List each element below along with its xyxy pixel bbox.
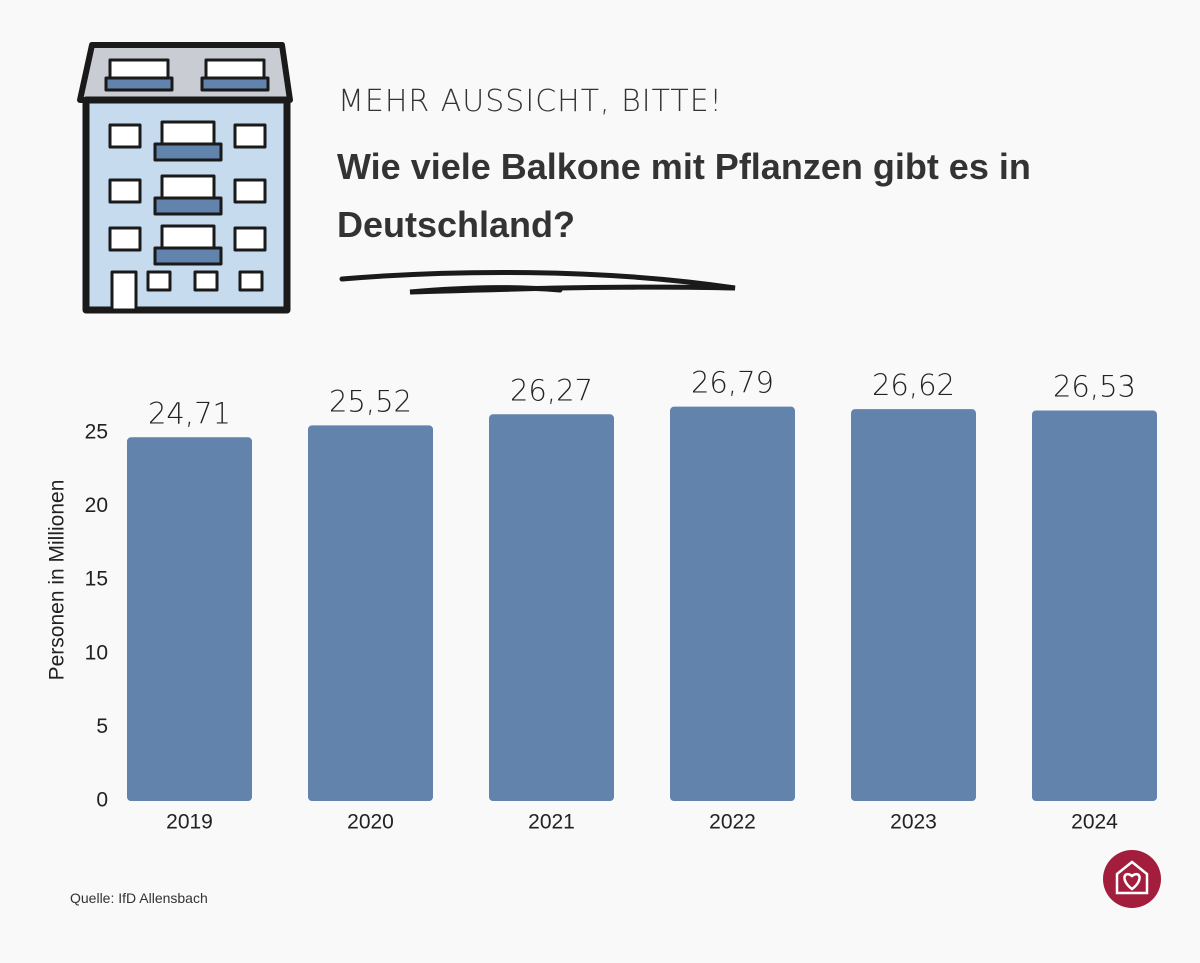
value-label: 26,79 xyxy=(691,366,774,400)
value-label: 26,53 xyxy=(1053,369,1136,403)
y-axis-label: Personen in Millionen xyxy=(46,480,69,681)
x-tick-label: 2020 xyxy=(347,811,394,834)
bar xyxy=(851,409,976,801)
x-tick-label: 2024 xyxy=(1071,811,1118,834)
value-label: 25,52 xyxy=(329,384,412,418)
y-tick-label: 15 xyxy=(85,568,108,591)
x-tick-label: 2019 xyxy=(166,811,213,834)
subtitle: MEHR AUSSICHT, BITTE! xyxy=(338,84,723,119)
bar xyxy=(308,425,433,801)
bar xyxy=(127,437,252,801)
value-label: 26,62 xyxy=(872,368,955,402)
source: Quelle: IfD Allensbach xyxy=(70,890,208,906)
y-tick-label: 0 xyxy=(96,789,108,812)
y-tick-label: 25 xyxy=(85,421,108,444)
title-underline xyxy=(339,269,736,295)
bar xyxy=(489,414,614,801)
value-label: 26,27 xyxy=(510,373,593,407)
y-tick-label: 10 xyxy=(85,641,108,664)
x-tick-label: 2021 xyxy=(528,811,575,834)
x-tick-label: 2022 xyxy=(709,811,756,834)
chart-title: Wie viele Balkone mit Pflanzen gibt es i… xyxy=(337,146,1031,245)
bar xyxy=(1032,410,1157,801)
y-tick-label: 20 xyxy=(85,494,108,517)
value-label: 24,71 xyxy=(148,396,231,430)
logo xyxy=(1103,850,1161,908)
bar xyxy=(670,406,795,801)
x-tick-label: 2023 xyxy=(890,811,937,834)
building-illustration xyxy=(77,42,293,314)
y-tick-label: 5 xyxy=(96,715,108,738)
